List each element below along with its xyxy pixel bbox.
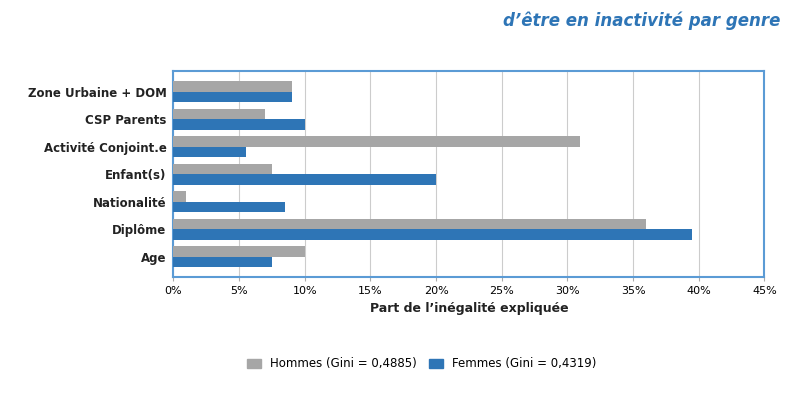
- Bar: [173, 82, 292, 92]
- Text: d’être en inactivité par genre: d’être en inactivité par genre: [503, 12, 780, 30]
- Bar: [173, 219, 646, 229]
- Legend: Hommes (Gini = 0,4885), Femmes (Gini = 0,4319): Hommes (Gini = 0,4885), Femmes (Gini = 0…: [247, 357, 597, 370]
- Bar: [173, 202, 285, 212]
- Bar: [173, 147, 246, 157]
- Bar: [173, 119, 305, 130]
- Bar: [173, 174, 436, 185]
- Bar: [173, 164, 272, 174]
- Bar: [173, 246, 305, 257]
- Bar: [173, 92, 292, 102]
- Bar: [173, 191, 187, 202]
- X-axis label: Part de l’inégalité expliquée: Part de l’inégalité expliquée: [370, 302, 568, 315]
- Bar: [173, 136, 581, 147]
- Bar: [173, 109, 266, 119]
- Bar: [173, 257, 272, 267]
- Bar: [173, 229, 692, 240]
